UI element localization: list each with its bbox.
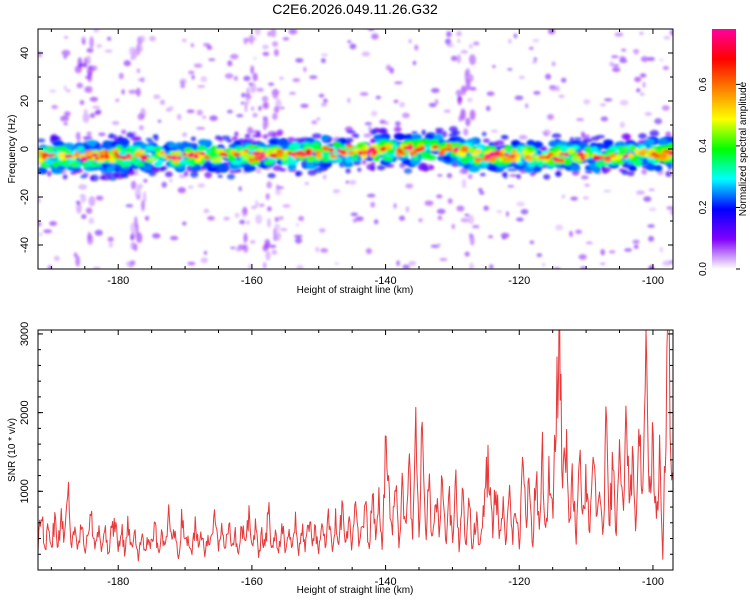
x-tick-label: -120 [508, 576, 530, 588]
x-tick-label: -120 [508, 275, 530, 287]
colorbar-label: Normalized spectral amplitude [738, 81, 749, 216]
colorbar: 0.0 0.2 0.4 0.6 Normalized spectral amplitu… [698, 29, 749, 276]
colorbar-tick-label: 0.0 [698, 262, 709, 276]
snr-y-ticks: 1000 2000 3000 [19, 322, 673, 571]
colorbar-gradient [712, 29, 736, 269]
x-tick-label: -100 [642, 275, 664, 287]
snr-background [38, 330, 673, 570]
snr-frame [37, 329, 674, 571]
x-tick-label: -180 [107, 275, 129, 287]
spectrogram-panel: -180 -160 -140 -120 -100 -40 -20 0 20 40 Height … [7, 28, 674, 296]
y-tick-label: 1000 [19, 479, 31, 503]
snr-x-ticks: -180 -160 -140 -120 -100 [50, 330, 664, 588]
snr-x-label: Height of straight line (km) [297, 585, 414, 596]
x-tick-label: -100 [642, 576, 664, 588]
y-tick-label: 2000 [19, 400, 31, 424]
snr-series-line [38, 330, 673, 562]
spectrogram-y-ticks: -40 -20 0 20 40 [19, 28, 673, 270]
x-tick-label: -140 [375, 576, 397, 588]
colorbar-tick-label: 0.2 [698, 200, 709, 214]
x-tick-label: -160 [241, 275, 263, 287]
y-tick-label: -40 [19, 237, 31, 253]
spectrogram-signal-band [38, 133, 673, 175]
y-tick-label: 0 [19, 146, 31, 152]
snr-y-label: SNR (10 * v/v) [7, 418, 18, 482]
snr-panel: -180 -160 -140 -120 -100 1000 2000 3000 Height… [7, 322, 674, 596]
x-tick-label: -160 [241, 576, 263, 588]
colorbar-ticks: 0.0 0.2 0.4 0.6 [698, 77, 740, 276]
x-tick-label: -180 [107, 576, 129, 588]
spectrogram-x-ticks: -180 -160 -140 -120 -100 [50, 29, 664, 287]
y-tick-label: 3000 [19, 322, 31, 346]
colorbar-tick-label: 0.4 [698, 139, 709, 153]
colorbar-tick-label: 0.6 [698, 77, 709, 91]
y-tick-label: 20 [19, 95, 31, 107]
y-tick-label: -20 [19, 189, 31, 205]
spectrogram-y-label: Frequency (Hz) [7, 115, 18, 184]
figure-title: C2E6.2026.049.11.26.G32 [272, 1, 438, 17]
spectrogram-layer [38, 29, 673, 269]
spectrogram-x-label: Height of straight line (km) [297, 285, 414, 296]
x-tick-label: -140 [375, 275, 397, 287]
y-tick-label: 40 [19, 47, 31, 59]
